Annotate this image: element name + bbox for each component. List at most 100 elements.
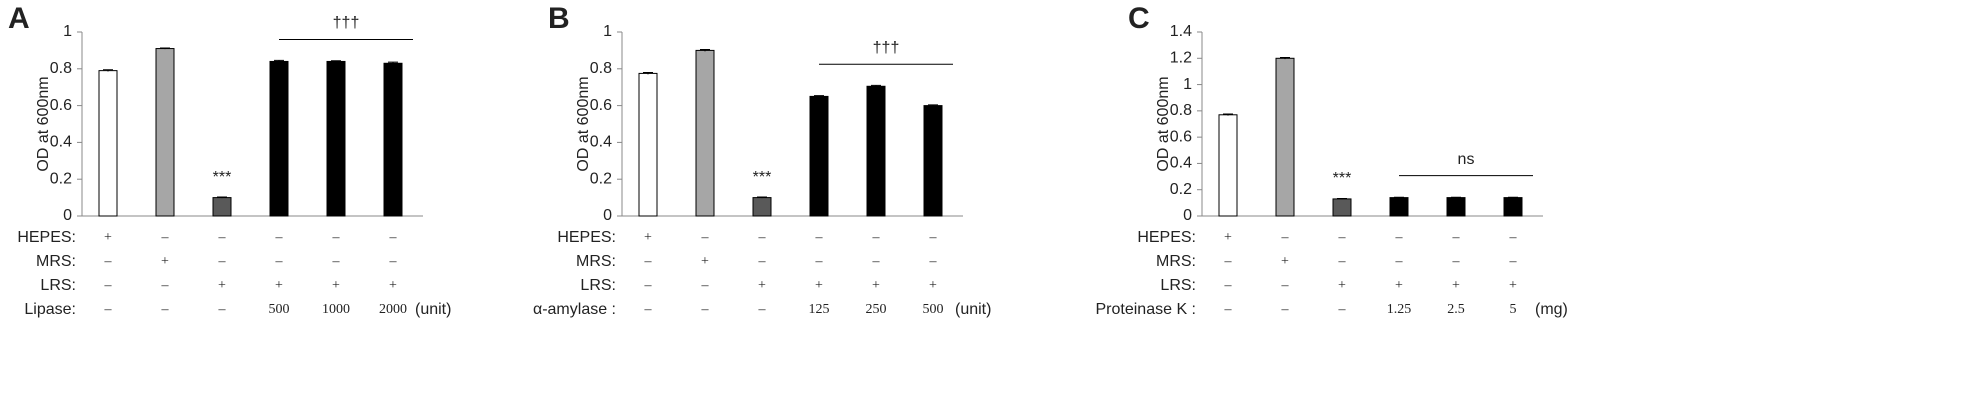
significance-mark: *** (213, 169, 232, 186)
condition-label: Proteinase K : (1096, 301, 1197, 318)
condition-cell: + (161, 254, 169, 269)
condition-cell: – (701, 302, 710, 317)
bar (212, 197, 232, 217)
condition-cell: – (218, 230, 227, 245)
condition-cell: – (758, 302, 767, 317)
condition-cell: – (815, 230, 824, 245)
condition-cell: + (815, 278, 823, 293)
y-axis-label: OD at 600nm (1155, 76, 1172, 171)
y-tick-label: 1 (603, 23, 612, 40)
significance-mark: *** (753, 169, 772, 186)
y-tick-label: 0 (1183, 207, 1192, 224)
panel-label: A (8, 2, 30, 35)
condition-cell: – (218, 302, 227, 317)
condition-cell: – (1509, 254, 1518, 269)
condition-cell: – (332, 254, 341, 269)
condition-cell: + (1281, 254, 1289, 269)
y-tick-label: 1.2 (1170, 50, 1192, 67)
condition-cell: 250 (866, 302, 887, 317)
y-tick-label: 0.4 (590, 134, 612, 151)
significance-mark: *** (1333, 170, 1352, 187)
bar (1332, 198, 1352, 217)
condition-cell: – (872, 254, 881, 269)
condition-cell: + (332, 278, 340, 293)
condition-label: HEPES: (557, 229, 616, 246)
condition-cell: – (929, 254, 938, 269)
y-axis-label: OD at 600nm (575, 76, 592, 171)
condition-cell: + (104, 230, 112, 245)
condition-cell: + (275, 278, 283, 293)
condition-cell: – (161, 302, 170, 317)
condition-cell: – (872, 230, 881, 245)
condition-cell: 1.25 (1387, 302, 1412, 317)
condition-label: MRS: (1156, 253, 1196, 270)
condition-cell: – (389, 254, 398, 269)
condition-cell: – (815, 254, 824, 269)
condition-cell: – (1224, 302, 1233, 317)
condition-cell: – (104, 278, 113, 293)
bar (98, 70, 118, 217)
y-tick-label: 0.4 (50, 134, 72, 151)
unit-label: (unit) (415, 301, 451, 318)
bar (1389, 197, 1409, 217)
condition-cell: – (1338, 230, 1347, 245)
condition-cell: + (872, 278, 880, 293)
error-bar (217, 196, 227, 199)
condition-cell: – (1452, 230, 1461, 245)
condition-cell: + (1338, 278, 1346, 293)
condition-cell: – (161, 278, 170, 293)
y-tick-label: 0.4 (1170, 155, 1192, 172)
error-bar (757, 196, 767, 199)
error-bar (643, 71, 653, 75)
condition-cell: + (218, 278, 226, 293)
bar (269, 60, 289, 217)
bar (752, 197, 772, 217)
y-tick-label: 0.2 (50, 170, 72, 187)
y-tick-label: 0.6 (1170, 128, 1192, 145)
condition-cell: – (332, 230, 341, 245)
condition-cell: – (644, 254, 653, 269)
condition-cell: – (1224, 278, 1233, 293)
condition-cell: – (644, 278, 653, 293)
error-bar (1394, 196, 1404, 198)
condition-cell: – (1395, 230, 1404, 245)
y-tick-label: 0.2 (1170, 181, 1192, 198)
condition-cell: + (389, 278, 397, 293)
condition-cell: + (1224, 230, 1232, 245)
condition-cell: + (1452, 278, 1460, 293)
condition-cell: – (758, 254, 767, 269)
condition-cell: 2.5 (1447, 302, 1465, 317)
error-bar (871, 84, 881, 88)
y-tick-label: 1.4 (1170, 23, 1192, 40)
condition-cell: – (218, 254, 227, 269)
y-tick-label: 0.8 (1170, 102, 1192, 119)
bar (923, 105, 943, 217)
condition-cell: + (701, 254, 709, 269)
error-bar (700, 48, 710, 52)
condition-label: HEPES: (1137, 229, 1196, 246)
error-bar (274, 59, 284, 63)
condition-label: LRS: (580, 277, 616, 294)
condition-cell: + (1509, 278, 1517, 293)
condition-cell: – (701, 230, 710, 245)
condition-cell: – (104, 254, 113, 269)
condition-cell: – (1281, 230, 1290, 245)
condition-cell: – (1281, 278, 1290, 293)
panel-label: B (548, 2, 570, 35)
condition-cell: – (1281, 302, 1290, 317)
error-bar (331, 60, 341, 63)
bar (1503, 197, 1523, 217)
error-bar (814, 95, 824, 98)
bar (326, 60, 346, 217)
condition-label: MRS: (36, 253, 76, 270)
y-tick-label: 0 (603, 207, 612, 224)
error-bar (1337, 198, 1347, 200)
condition-cell: 500 (923, 302, 944, 317)
y-tick-label: 0.8 (50, 60, 72, 77)
condition-cell: 5 (1510, 302, 1517, 317)
bar (1218, 114, 1238, 217)
bar (155, 48, 175, 217)
y-tick-label: 0.8 (590, 60, 612, 77)
y-tick-label: 1 (63, 23, 72, 40)
condition-label: LRS: (40, 277, 76, 294)
